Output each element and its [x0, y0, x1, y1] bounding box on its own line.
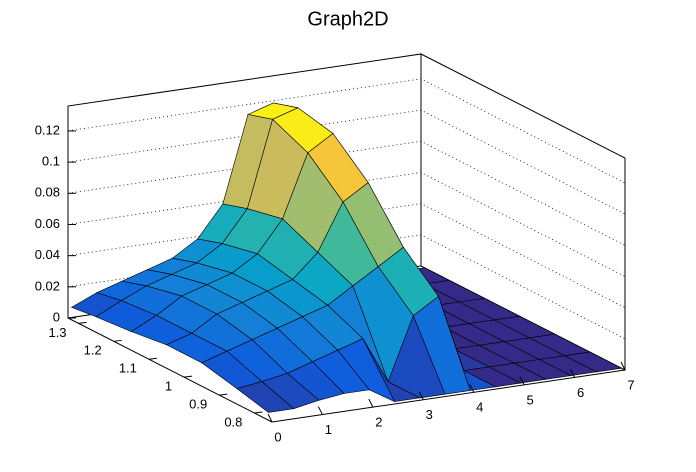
x-tick-label: 1 [325, 422, 332, 437]
y-tick [219, 393, 228, 396]
z-tick-label: 0.08 [35, 185, 60, 200]
y-tick-label: 0.9 [189, 397, 207, 412]
x-tick [570, 369, 576, 378]
box-edge [67, 317, 273, 423]
box-edge [271, 369, 626, 423]
x-tick [620, 361, 626, 371]
y-tick-label: 1.1 [119, 361, 137, 376]
z-tick-label: 0 [53, 309, 60, 324]
chart-title: Graph2D [307, 8, 388, 30]
y-tick [113, 339, 122, 342]
x-tick-label: 0 [274, 429, 281, 444]
z-tick-label: 0.04 [35, 247, 60, 262]
grid-line [67, 109, 626, 215]
x-tick [267, 413, 273, 423]
y-tick-label: 1 [165, 379, 172, 394]
surface-patch [236, 381, 295, 413]
x-tick-label: 4 [476, 400, 483, 415]
grid-line [67, 203, 626, 308]
x-tick-label: 7 [627, 377, 634, 392]
grid-line [67, 78, 626, 184]
x-tick [368, 398, 374, 408]
y-tick-label: 0.8 [224, 414, 242, 429]
z-tick-label: 0.12 [35, 122, 60, 137]
x-tick-label: 5 [527, 392, 534, 407]
y-tick-label: 1.3 [48, 325, 66, 340]
x-tick-label: 3 [426, 407, 433, 422]
y-tick [184, 375, 193, 378]
x-tick [469, 384, 475, 393]
y-tick-label: 1.2 [84, 343, 102, 358]
grid-line [67, 140, 626, 246]
x-tick-label: 2 [375, 415, 382, 430]
grid-line [67, 172, 626, 277]
y-tick [78, 321, 87, 324]
grid-line [67, 234, 626, 340]
y-tick [148, 357, 157, 360]
x-tick [418, 391, 424, 400]
y-tick [254, 411, 263, 414]
x-tick-label: 6 [577, 385, 584, 400]
grid-line [67, 265, 626, 371]
z-tick-label: 0.06 [35, 216, 60, 231]
z-tick-label: 0.1 [42, 154, 60, 169]
z-tick-label: 0.02 [35, 278, 60, 293]
x-tick [519, 376, 525, 386]
x-tick [317, 406, 323, 415]
